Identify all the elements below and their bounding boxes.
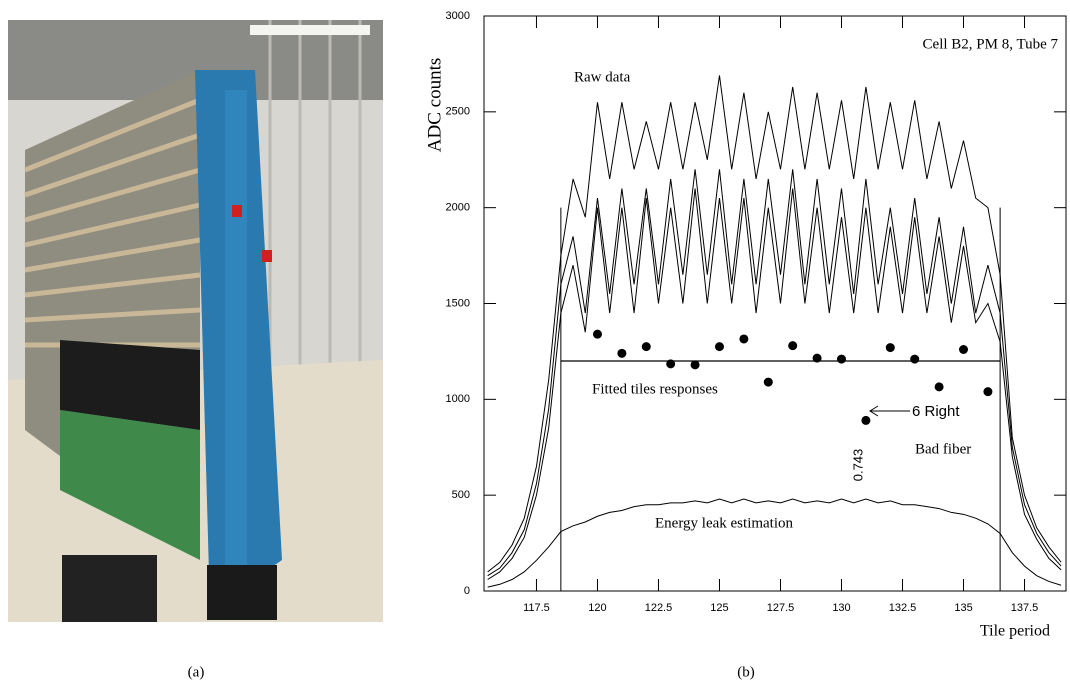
y-tick-label: 2500	[446, 106, 470, 118]
x-tick-label: 132.5	[889, 602, 917, 614]
annotation: 6 Right	[912, 403, 960, 420]
chart-title: Cell B2, PM 8, Tube 7	[923, 36, 1059, 52]
annotation: Raw data	[574, 69, 631, 85]
annotation: Energy leak estimation	[655, 515, 794, 531]
data-line	[487, 169, 1062, 577]
fitted-point	[934, 382, 944, 392]
x-tick-label: 137.5	[1011, 602, 1039, 614]
y-tick-label: 500	[452, 489, 470, 501]
x-tick-label: 130	[832, 602, 850, 614]
fitted-point	[592, 329, 602, 339]
y-tick-label: 3000	[446, 10, 470, 22]
fitted-point	[763, 377, 773, 387]
fitted-point	[861, 415, 871, 425]
plot-frame	[483, 15, 1067, 592]
fitted-point	[885, 343, 895, 353]
fitted-point	[714, 342, 724, 352]
fitted-point	[617, 348, 627, 358]
y-tick-label: 1000	[446, 393, 470, 405]
fitted-point	[690, 360, 700, 370]
annotation: 0.743	[850, 449, 865, 482]
y-tick-label: 1500	[446, 297, 470, 309]
annotation-arrowhead	[869, 405, 879, 417]
x-tick-label: 122.5	[645, 602, 673, 614]
data-line	[487, 188, 1062, 580]
x-tick-label: 120	[588, 602, 606, 614]
fitted-point	[666, 359, 676, 369]
x-tick-label: 135	[954, 602, 972, 614]
photo	[8, 20, 383, 622]
x-tick-label: 127.5	[767, 602, 795, 614]
data-line	[487, 75, 1062, 573]
x-axis-label: Tile period	[980, 623, 1050, 640]
caption: (a)	[188, 664, 205, 680]
annotation: Bad fiber	[915, 441, 971, 457]
caption: (b)	[737, 664, 755, 680]
data-line	[487, 498, 1062, 588]
y-tick-label: 2000	[446, 202, 470, 214]
y-axis-label: ADC counts	[424, 58, 445, 152]
fitted-point	[812, 353, 822, 363]
fitted-point	[641, 342, 651, 352]
x-tick-label: 117.5	[523, 602, 550, 614]
fitted-point	[739, 334, 749, 344]
fitted-point	[788, 341, 798, 351]
fitted-point	[836, 354, 846, 364]
x-tick-label: 125	[710, 602, 728, 614]
fitted-point	[959, 345, 969, 354]
annotation: Fitted tiles responses	[592, 381, 718, 397]
fitted-point	[910, 354, 920, 364]
y-tick-label: 0	[464, 585, 470, 597]
fitted-point	[983, 387, 993, 397]
